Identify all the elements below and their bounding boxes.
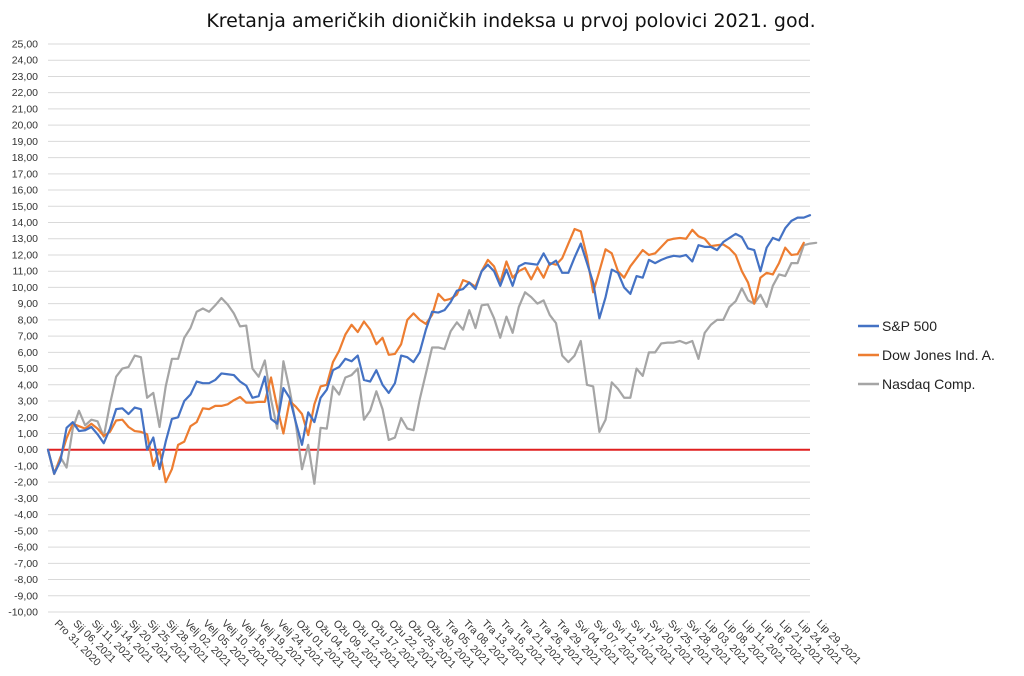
- y-tick-label: -10,00: [8, 607, 38, 619]
- y-tick-label: 16,00: [12, 185, 38, 197]
- series-line-2: [46, 241, 818, 485]
- y-tick-label: -1,00: [14, 460, 38, 472]
- y-tick-label: 13,00: [12, 233, 38, 245]
- y-tick-label: 25,00: [12, 39, 38, 51]
- legend-label: S&P 500: [882, 318, 937, 334]
- y-tick-label: 5,00: [18, 363, 39, 375]
- y-tick-label: 20,00: [12, 120, 38, 132]
- y-tick-label: 4,00: [18, 379, 39, 391]
- y-tick-label: 2,00: [18, 412, 39, 424]
- y-tick-label: -3,00: [14, 493, 38, 505]
- chart-title: Kretanja američkih dioničkih indeksa u p…: [206, 10, 815, 32]
- y-tick-label: 8,00: [18, 314, 39, 326]
- y-tick-label: 24,00: [12, 55, 38, 67]
- series-lines: [46, 214, 818, 485]
- y-tick-label: 9,00: [18, 298, 39, 310]
- y-tick-label: 15,00: [12, 201, 38, 213]
- y-tick-label: -2,00: [14, 477, 38, 489]
- y-tick-label: 6,00: [18, 347, 39, 359]
- series-line-1: [46, 227, 805, 484]
- y-tick-label: -4,00: [14, 509, 38, 521]
- y-tick-label: 1,00: [18, 428, 39, 440]
- y-tick-label: -7,00: [14, 558, 38, 570]
- y-tick-label: 11,00: [13, 266, 39, 278]
- y-tick-label: 17,00: [12, 168, 38, 180]
- y-tick-label: 10,00: [12, 282, 38, 294]
- gridlines: [48, 43, 810, 613]
- y-tick-label: -9,00: [14, 590, 38, 602]
- legend: S&P 500 Dow Jones Ind. A. Nasdaq Comp.: [858, 318, 995, 392]
- y-tick-label: 3,00: [18, 396, 39, 408]
- y-tick-label: -6,00: [14, 542, 38, 554]
- y-tick-label: 22,00: [12, 87, 38, 99]
- y-axis-tick-labels: -10,00 -9,00 -8,00 -7,00 -6,00 -5,00 -4,00 -3,0…: [8, 39, 38, 619]
- y-tick-label: 7,00: [18, 331, 39, 343]
- legend-label: Nasdaq Comp.: [882, 376, 975, 392]
- y-tick-label: 18,00: [12, 152, 38, 164]
- y-tick-label: 19,00: [12, 136, 38, 148]
- y-tick-label: 14,00: [12, 217, 38, 229]
- y-tick-label: -5,00: [14, 525, 38, 537]
- y-tick-label: 21,00: [12, 103, 38, 115]
- series-line-0: [46, 214, 812, 475]
- y-tick-label: 12,00: [12, 249, 38, 261]
- y-tick-label: 0,00: [18, 444, 39, 456]
- y-tick-label: 23,00: [12, 71, 38, 83]
- y-tick-label: -8,00: [14, 574, 38, 586]
- legend-label: Dow Jones Ind. A.: [882, 347, 995, 363]
